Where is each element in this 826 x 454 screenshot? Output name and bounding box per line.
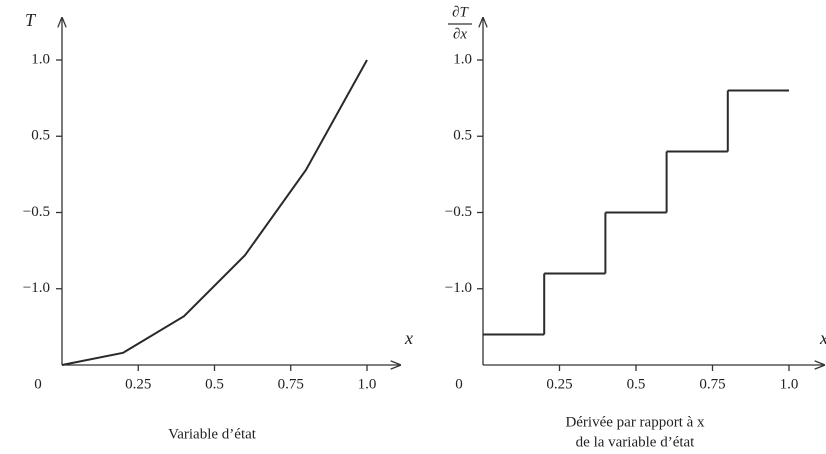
- x-tick-label: 1.0: [780, 376, 799, 392]
- y-tick-label: −0.5: [445, 204, 472, 220]
- caption: Dérivée par rapport à x: [565, 414, 705, 430]
- x-tick-label: 0.25: [546, 376, 572, 392]
- y-tick-label: 0.5: [453, 128, 472, 144]
- caption: Variable d’état: [168, 426, 257, 442]
- x-tick-label: 0.75: [699, 376, 725, 392]
- y-label-numerator: ∂T: [452, 4, 469, 20]
- x-tick-label: 1.0: [358, 376, 377, 392]
- y-tick-label: −0.5: [23, 204, 50, 220]
- y-tick-label: −1.0: [23, 280, 50, 296]
- axes-left: [62, 18, 400, 365]
- x-tick-label: 0: [34, 376, 42, 392]
- x-tick-label: 0: [455, 376, 463, 392]
- x-axis-label: x: [404, 328, 413, 348]
- y-tick-label: 1.0: [31, 51, 50, 67]
- y-label-denominator: ∂x: [453, 26, 467, 42]
- x-axis-label: x: [819, 328, 826, 348]
- data-line: [61, 59, 368, 366]
- x-tick-label: 0.75: [278, 376, 304, 392]
- axes-right: [483, 18, 824, 365]
- x-tick-label: 0.5: [627, 376, 646, 392]
- y-tick-label: −1.0: [445, 280, 472, 296]
- y-tick-label: 0.5: [31, 128, 50, 144]
- y-tick-label: 1.0: [453, 51, 472, 67]
- y-axis-label: T: [25, 10, 37, 30]
- x-tick-label: 0.25: [125, 376, 151, 392]
- caption: de la variable d’état: [576, 434, 696, 450]
- x-tick-label: 0.5: [205, 376, 224, 392]
